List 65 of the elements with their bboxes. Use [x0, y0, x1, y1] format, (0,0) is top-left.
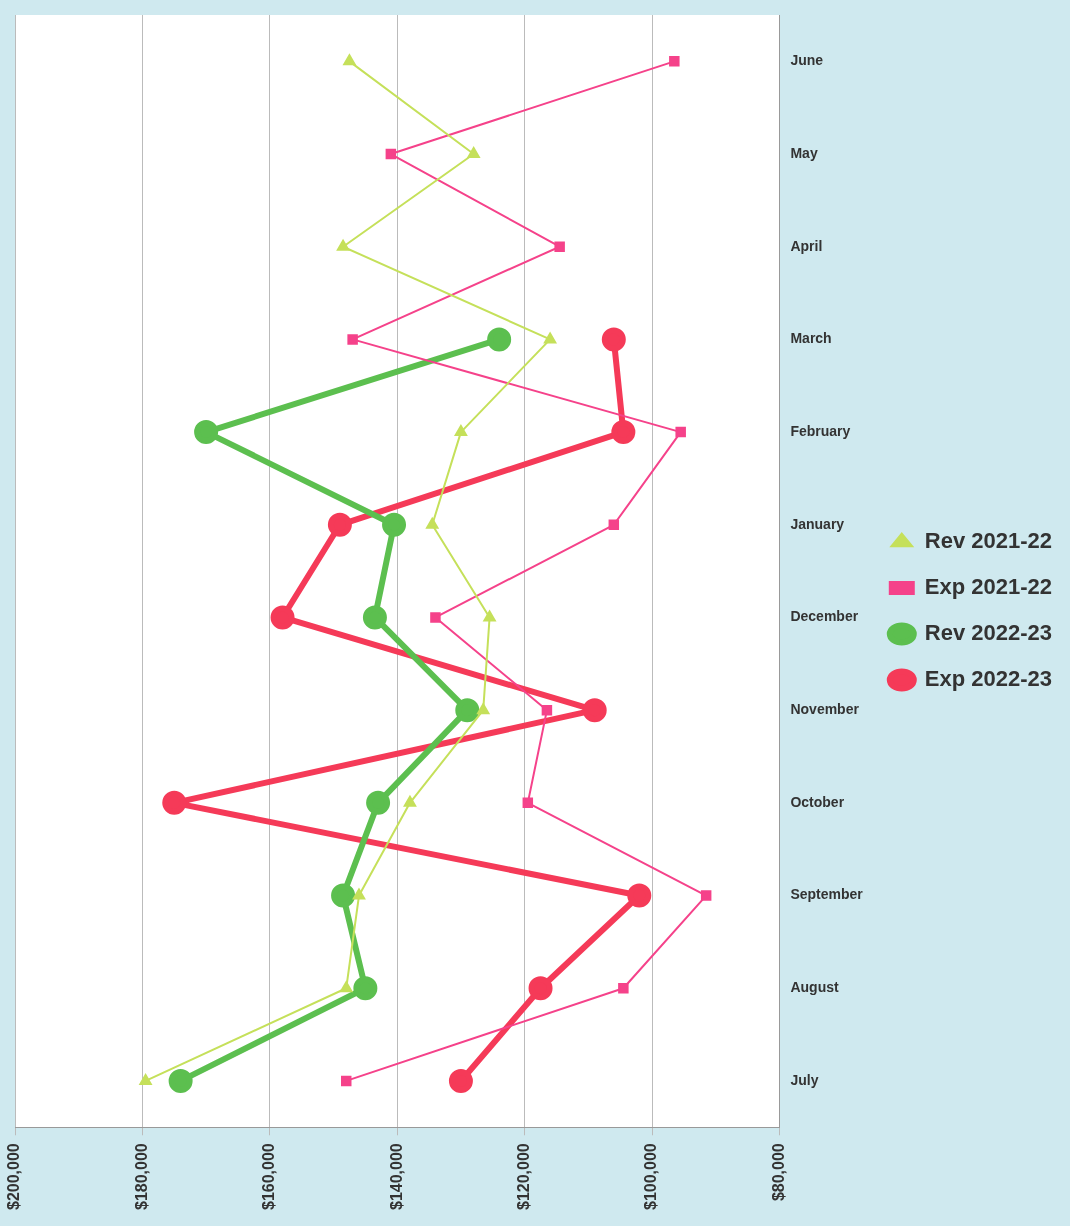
- point: [139, 1073, 152, 1085]
- point: [554, 241, 565, 252]
- point: [627, 883, 652, 908]
- point: [582, 698, 607, 723]
- y-tick-label: January: [790, 515, 845, 532]
- point: [362, 605, 387, 630]
- legend-label: Rev 2021-22: [924, 528, 1053, 554]
- point: [347, 334, 358, 345]
- legend-label: Exp 2021-22: [924, 574, 1052, 600]
- point: [541, 704, 553, 716]
- legend-label: Rev 2022-23: [924, 620, 1053, 646]
- point: [611, 420, 636, 445]
- x-tick-label: $100,000: [642, 1143, 660, 1210]
- point: [483, 610, 496, 622]
- point: [477, 703, 490, 715]
- point: [336, 239, 350, 251]
- point: [448, 1068, 473, 1093]
- y-tick-label: April: [790, 237, 823, 254]
- y-tick-label: February: [790, 422, 851, 439]
- y-tick-label: September: [790, 886, 864, 903]
- y-tick-label: March: [790, 330, 832, 347]
- point: [487, 327, 512, 352]
- y-tick-label: June: [790, 52, 824, 69]
- point: [430, 612, 441, 623]
- point: [270, 605, 295, 630]
- point: [327, 512, 352, 537]
- x-tick-label: $80,000: [769, 1143, 787, 1202]
- point: [669, 56, 680, 67]
- point: [343, 54, 356, 66]
- y-tick-label: July: [790, 1071, 819, 1088]
- point: [543, 332, 557, 344]
- point: [455, 698, 480, 723]
- point: [382, 512, 407, 537]
- x-tick-label: $140,000: [387, 1143, 405, 1210]
- point: [331, 883, 356, 908]
- point: [194, 420, 219, 445]
- point: [675, 426, 686, 438]
- y-tick-label: December: [790, 608, 859, 625]
- x-tick-label: $180,000: [132, 1143, 150, 1210]
- point: [366, 790, 391, 815]
- point: [454, 425, 468, 437]
- x-tick-label: $120,000: [515, 1143, 533, 1210]
- y-tick-label: November: [790, 701, 860, 718]
- point: [168, 1068, 193, 1093]
- point: [403, 795, 417, 807]
- point: [341, 1075, 352, 1087]
- x-tick-label: $200,000: [5, 1143, 23, 1210]
- point: [601, 327, 626, 352]
- point: [618, 982, 629, 994]
- y-tick-label: October: [790, 793, 845, 810]
- point: [353, 976, 378, 1001]
- point: [608, 519, 620, 531]
- point: [352, 888, 366, 900]
- x-tick-label: $160,000: [260, 1143, 278, 1210]
- point: [522, 797, 534, 809]
- point: [340, 981, 353, 993]
- legend-label: Exp 2022-23: [924, 666, 1052, 692]
- point: [528, 976, 553, 1001]
- point: [700, 890, 712, 901]
- point: [162, 790, 187, 815]
- y-tick-label: August: [790, 979, 839, 996]
- point: [385, 148, 397, 160]
- y-tick-label: May: [790, 144, 818, 161]
- point: [426, 517, 439, 529]
- point: [467, 147, 480, 159]
